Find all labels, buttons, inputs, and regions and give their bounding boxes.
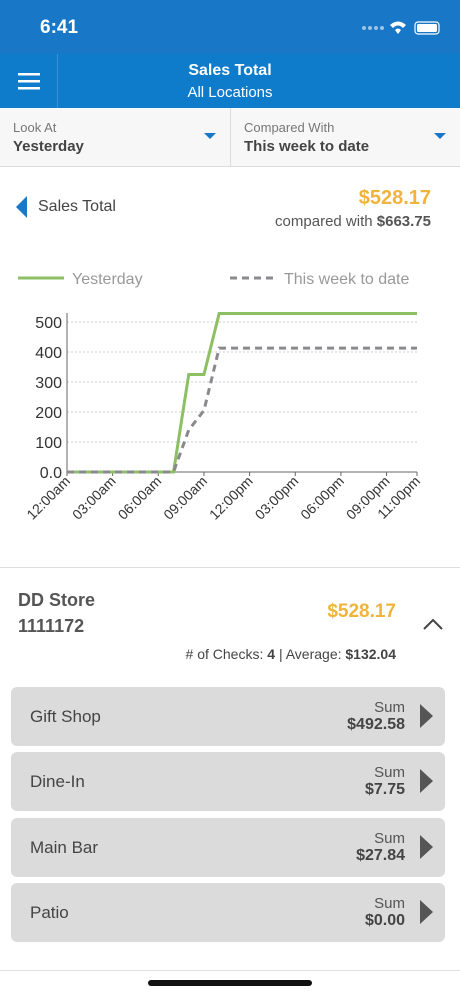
time: 6:41 [40, 17, 79, 38]
y-tick-label: 400 [35, 345, 62, 362]
filter-value: This week to date [244, 138, 370, 155]
chevron [420, 704, 433, 728]
filter-label: Look At [13, 120, 57, 135]
chevron [420, 835, 433, 859]
category-card[interactable]: Main Bar Sum $27.84 [11, 818, 445, 877]
filter-label: Compared With [244, 120, 335, 135]
dropdown-arrow [434, 133, 446, 139]
store-name: DD Store [18, 590, 96, 610]
compared-value: $663.75 [376, 213, 431, 230]
series-line [67, 312, 417, 474]
sum-value: $27.84 [356, 847, 405, 864]
x-tick-label: 06:00am [115, 473, 165, 523]
checks-label: # of Checks: [185, 646, 264, 662]
status-icons [362, 21, 440, 35]
store-total: $528.17 [327, 601, 396, 622]
category-card[interactable]: Gift Shop Sum $492.58 [11, 687, 445, 746]
y-tick-label: 100 [35, 435, 62, 452]
y-tick-label: 300 [35, 375, 62, 392]
header: Sales Total All Locations [0, 54, 460, 108]
legend-label: This week to date [284, 271, 410, 288]
sum-label: Sum [374, 764, 405, 781]
average-label: | Average: [278, 646, 342, 662]
status-bar: 6:41 [0, 0, 460, 54]
compared-with-filter[interactable]: Compared With This week to date [231, 108, 460, 166]
dropdown-arrow [204, 133, 216, 139]
x-tick-label: 03:00am [69, 473, 119, 523]
category-card[interactable]: Dine-In Sum $7.75 [11, 752, 445, 811]
y-tick-label: 500 [35, 315, 62, 332]
chevron [420, 900, 433, 924]
home-indicator [148, 980, 312, 986]
compared-prefix: compared with [275, 213, 373, 230]
y-tick-label: 0.0 [40, 465, 62, 482]
filter-value: Yesterday [13, 138, 84, 155]
summary-total: $528.17 [358, 187, 431, 209]
category-name: Gift Shop [30, 707, 101, 726]
store-checks: # of Checks: 4 | Average: $132.04 [186, 646, 396, 662]
y-tick-label: 200 [35, 405, 62, 422]
series-line [67, 346, 417, 474]
sum-label: Sum [374, 699, 405, 716]
x-tick-label: 06:00pm [297, 473, 347, 523]
x-tick-label: 03:00pm [252, 473, 302, 523]
back-label: Sales Total [38, 198, 116, 215]
chart: 0.010020030040050012:00am03:00am06:00am0… [18, 271, 423, 523]
store-id: 1111172 [18, 616, 85, 636]
category-card[interactable]: Patio Sum $0.00 [11, 883, 445, 942]
checks-count: 4 [267, 646, 276, 662]
x-tick-label: 09:00am [160, 473, 210, 523]
x-tick-label: 12:00pm [206, 473, 256, 523]
category-name: Main Bar [30, 838, 99, 857]
category-name: Dine-In [30, 772, 85, 791]
sum-value: $7.75 [364, 781, 405, 798]
average-value: $132.04 [345, 646, 396, 662]
collapse-button[interactable] [423, 618, 443, 630]
category-name: Patio [30, 903, 69, 922]
sum-value: $492.58 [347, 716, 405, 733]
legend-label: Yesterday [72, 271, 143, 288]
chevron [420, 769, 433, 793]
sum-value: $0.00 [364, 912, 405, 929]
sum-label: Sum [374, 895, 405, 912]
look-at-filter[interactable]: Look At Yesterday [0, 108, 230, 166]
filters: Look At Yesterday Compared With This wee… [0, 108, 460, 167]
sum-label: Sum [374, 830, 405, 847]
header-subtitle: All Locations [187, 84, 273, 101]
menu-button[interactable] [18, 71, 42, 91]
back-arrow [16, 196, 27, 218]
summary-compared: compared with $663.75 [275, 213, 431, 230]
header-title: Sales Total [188, 62, 272, 79]
